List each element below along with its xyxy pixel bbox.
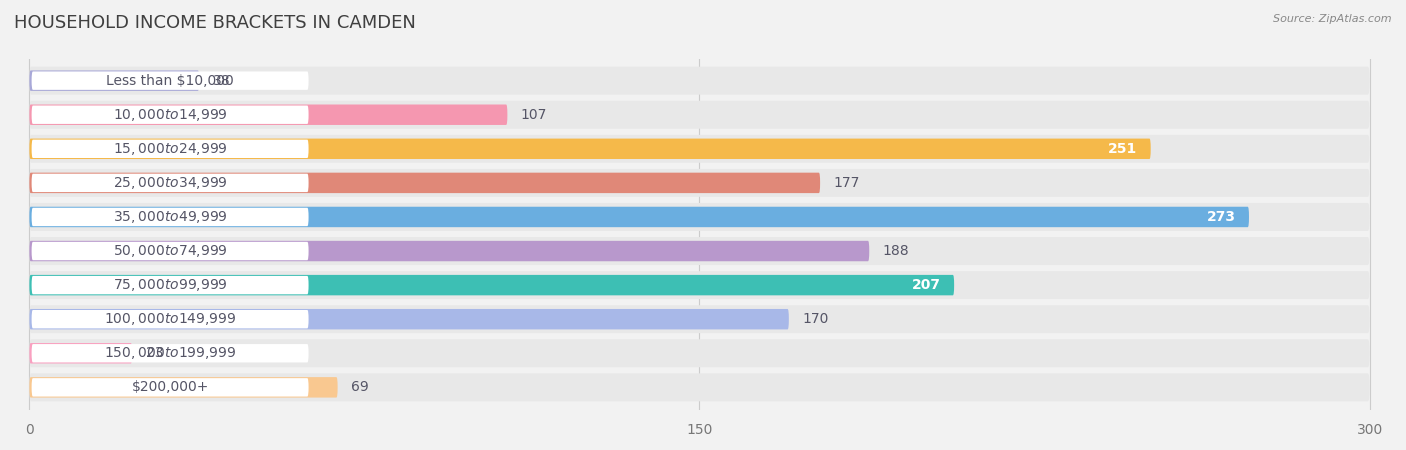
Text: $100,000 to $149,999: $100,000 to $149,999 [104, 311, 236, 327]
Text: 107: 107 [520, 108, 547, 122]
Text: 23: 23 [146, 346, 163, 360]
Text: HOUSEHOLD INCOME BRACKETS IN CAMDEN: HOUSEHOLD INCOME BRACKETS IN CAMDEN [14, 14, 416, 32]
FancyBboxPatch shape [30, 339, 1369, 367]
FancyBboxPatch shape [30, 241, 869, 261]
FancyBboxPatch shape [30, 67, 1369, 94]
FancyBboxPatch shape [31, 72, 308, 90]
FancyBboxPatch shape [30, 343, 132, 364]
FancyBboxPatch shape [31, 344, 308, 362]
FancyBboxPatch shape [30, 305, 1369, 333]
Text: $10,000 to $14,999: $10,000 to $14,999 [112, 107, 228, 123]
Text: 188: 188 [883, 244, 910, 258]
FancyBboxPatch shape [30, 237, 1369, 265]
FancyBboxPatch shape [31, 106, 308, 124]
FancyBboxPatch shape [30, 71, 200, 91]
FancyBboxPatch shape [30, 104, 508, 125]
Text: $35,000 to $49,999: $35,000 to $49,999 [112, 209, 228, 225]
FancyBboxPatch shape [31, 310, 308, 328]
Text: 38: 38 [212, 74, 231, 88]
Text: Less than $10,000: Less than $10,000 [107, 74, 233, 88]
FancyBboxPatch shape [31, 174, 308, 192]
FancyBboxPatch shape [31, 242, 308, 260]
FancyBboxPatch shape [30, 139, 1150, 159]
Text: 177: 177 [834, 176, 860, 190]
FancyBboxPatch shape [31, 140, 308, 158]
FancyBboxPatch shape [31, 208, 308, 226]
Text: $200,000+: $200,000+ [131, 380, 208, 394]
FancyBboxPatch shape [31, 378, 308, 396]
Text: $15,000 to $24,999: $15,000 to $24,999 [112, 141, 228, 157]
Text: 69: 69 [352, 380, 368, 394]
Text: Source: ZipAtlas.com: Source: ZipAtlas.com [1274, 14, 1392, 23]
FancyBboxPatch shape [30, 377, 337, 397]
FancyBboxPatch shape [30, 207, 1249, 227]
Text: $25,000 to $34,999: $25,000 to $34,999 [112, 175, 228, 191]
FancyBboxPatch shape [30, 275, 955, 295]
FancyBboxPatch shape [30, 309, 789, 329]
Text: 207: 207 [911, 278, 941, 292]
Text: $150,000 to $199,999: $150,000 to $199,999 [104, 345, 236, 361]
Text: 170: 170 [803, 312, 828, 326]
Text: 273: 273 [1206, 210, 1236, 224]
FancyBboxPatch shape [30, 271, 1369, 299]
Text: 251: 251 [1108, 142, 1137, 156]
FancyBboxPatch shape [30, 169, 1369, 197]
FancyBboxPatch shape [30, 135, 1369, 163]
FancyBboxPatch shape [31, 276, 308, 294]
FancyBboxPatch shape [30, 101, 1369, 129]
FancyBboxPatch shape [30, 173, 820, 193]
FancyBboxPatch shape [30, 374, 1369, 401]
Text: $75,000 to $99,999: $75,000 to $99,999 [112, 277, 228, 293]
FancyBboxPatch shape [30, 203, 1369, 231]
Text: $50,000 to $74,999: $50,000 to $74,999 [112, 243, 228, 259]
